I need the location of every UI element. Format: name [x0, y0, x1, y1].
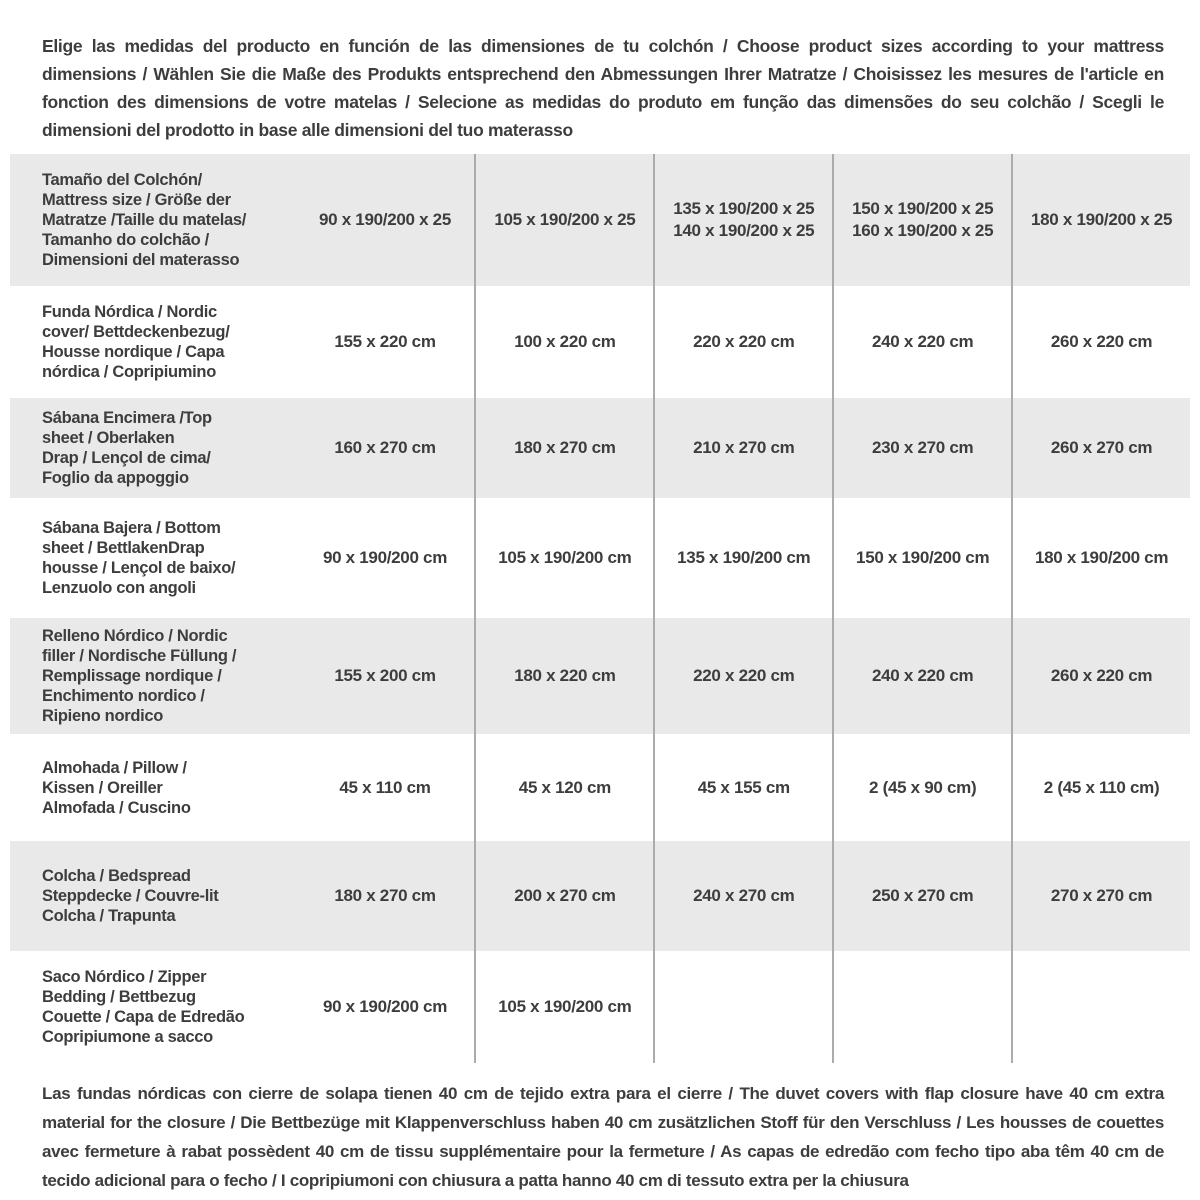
- size-table: Tamaño del Colchón/ Mattress size / Größ…: [10, 154, 1190, 1063]
- header-col-180: 180 x 190/200 x 25: [1011, 154, 1190, 286]
- header-mattress-size-label: Tamaño del Colchón/ Mattress size / Größ…: [42, 171, 247, 269]
- size-value: 240 x 220 cm: [832, 286, 1011, 398]
- row-label: Relleno Nórdico / Nordic filler / Nordis…: [42, 627, 237, 725]
- size-value: 200 x 270 cm: [474, 841, 653, 951]
- header-col-135-140: 135 x 190/200 x 25 140 x 190/200 x 25: [653, 154, 832, 286]
- size-value: 180 x 220 cm: [474, 618, 653, 734]
- size-value: 2 (45 x 90 cm): [832, 734, 1011, 841]
- row-label: Funda Nórdica / Nordic cover/ Bettdecken…: [42, 303, 230, 381]
- size-value: 160 x 270 cm: [334, 438, 436, 457]
- size-value: 270 x 270 cm: [1011, 841, 1190, 951]
- size-value: 105 x 190/200 cm: [474, 498, 653, 618]
- size-value: 150 x 190/200 cm: [832, 498, 1011, 618]
- size-value: 105 x 190/200 cm: [474, 951, 653, 1063]
- row-label: Saco Nórdico / Zipper Bedding / Bettbezu…: [42, 968, 245, 1046]
- size-value: 90 x 190/200 cm: [322, 997, 448, 1016]
- row-label: Colcha / Bedspread Steppdecke / Couvre-l…: [42, 867, 219, 925]
- row-duvet-cover: Funda Nórdica / Nordic cover/ Bettdecken…: [10, 286, 1190, 398]
- row-label: Sábana Bajera / Bottom sheet / Bettlaken…: [42, 519, 236, 597]
- intro-text: Elige las medidas del producto en funció…: [42, 36, 1164, 140]
- size-value: 180 x 270 cm: [334, 886, 436, 905]
- size-value: 260 x 220 cm: [1011, 618, 1190, 734]
- size-value: 45 x 155 cm: [653, 734, 832, 841]
- row-pillow: Almohada / Pillow / Kissen / Oreiller Al…: [10, 734, 1190, 841]
- footnote-text: Las fundas nórdicas con cierre de solapa…: [42, 1084, 1164, 1190]
- size-value: 155 x 200 cm: [334, 666, 436, 685]
- table-header-row: Tamaño del Colchón/ Mattress size / Größ…: [10, 154, 1190, 286]
- size-value: 240 x 220 cm: [832, 618, 1011, 734]
- header-col-150-160: 150 x 190/200 x 25 160 x 190/200 x 25: [832, 154, 1011, 286]
- size-value: 135 x 190/200 cm: [653, 498, 832, 618]
- size-value: 230 x 270 cm: [832, 398, 1011, 498]
- size-value: 220 x 220 cm: [653, 618, 832, 734]
- row-nordic-filler: Relleno Nórdico / Nordic filler / Nordis…: [10, 618, 1190, 734]
- size-value: 220 x 220 cm: [653, 286, 832, 398]
- size-value: 100 x 220 cm: [474, 286, 653, 398]
- size-value: 90 x 190/200 cm: [322, 548, 448, 567]
- size-value: 155 x 220 cm: [334, 332, 436, 351]
- size-value: 45 x 110 cm: [339, 777, 431, 797]
- size-value: 250 x 270 cm: [832, 841, 1011, 951]
- size-value: 240 x 270 cm: [653, 841, 832, 951]
- row-label: Almohada / Pillow / Kissen / Oreiller Al…: [42, 758, 191, 817]
- size-value: [1011, 951, 1190, 1063]
- header-col-105: 105 x 190/200 x 25: [474, 154, 653, 286]
- size-value: 2 (45 x 110 cm): [1011, 734, 1190, 841]
- row-bedspread: Colcha / Bedspread Steppdecke / Couvre-l…: [10, 841, 1190, 951]
- size-value: 260 x 220 cm: [1011, 286, 1190, 398]
- row-zipper-bedding: Saco Nórdico / Zipper Bedding / Bettbezu…: [10, 951, 1190, 1063]
- row-label: Sábana Encimera /Top sheet / Oberlaken D…: [42, 409, 212, 487]
- size-value: 180 x 270 cm: [474, 398, 653, 498]
- size-value: 180 x 190/200 cm: [1011, 498, 1190, 618]
- size-value: 45 x 120 cm: [474, 734, 653, 841]
- size-value: [653, 951, 832, 1063]
- row-bottom-sheet: Sábana Bajera / Bottom sheet / Bettlaken…: [10, 498, 1190, 618]
- size-value: 260 x 270 cm: [1011, 398, 1190, 498]
- row-top-sheet: Sábana Encimera /Top sheet / Oberlaken D…: [10, 398, 1190, 498]
- header-col-90: 90 x 190/200 x 25: [319, 210, 451, 229]
- size-value: 210 x 270 cm: [653, 398, 832, 498]
- size-value: [832, 951, 1011, 1063]
